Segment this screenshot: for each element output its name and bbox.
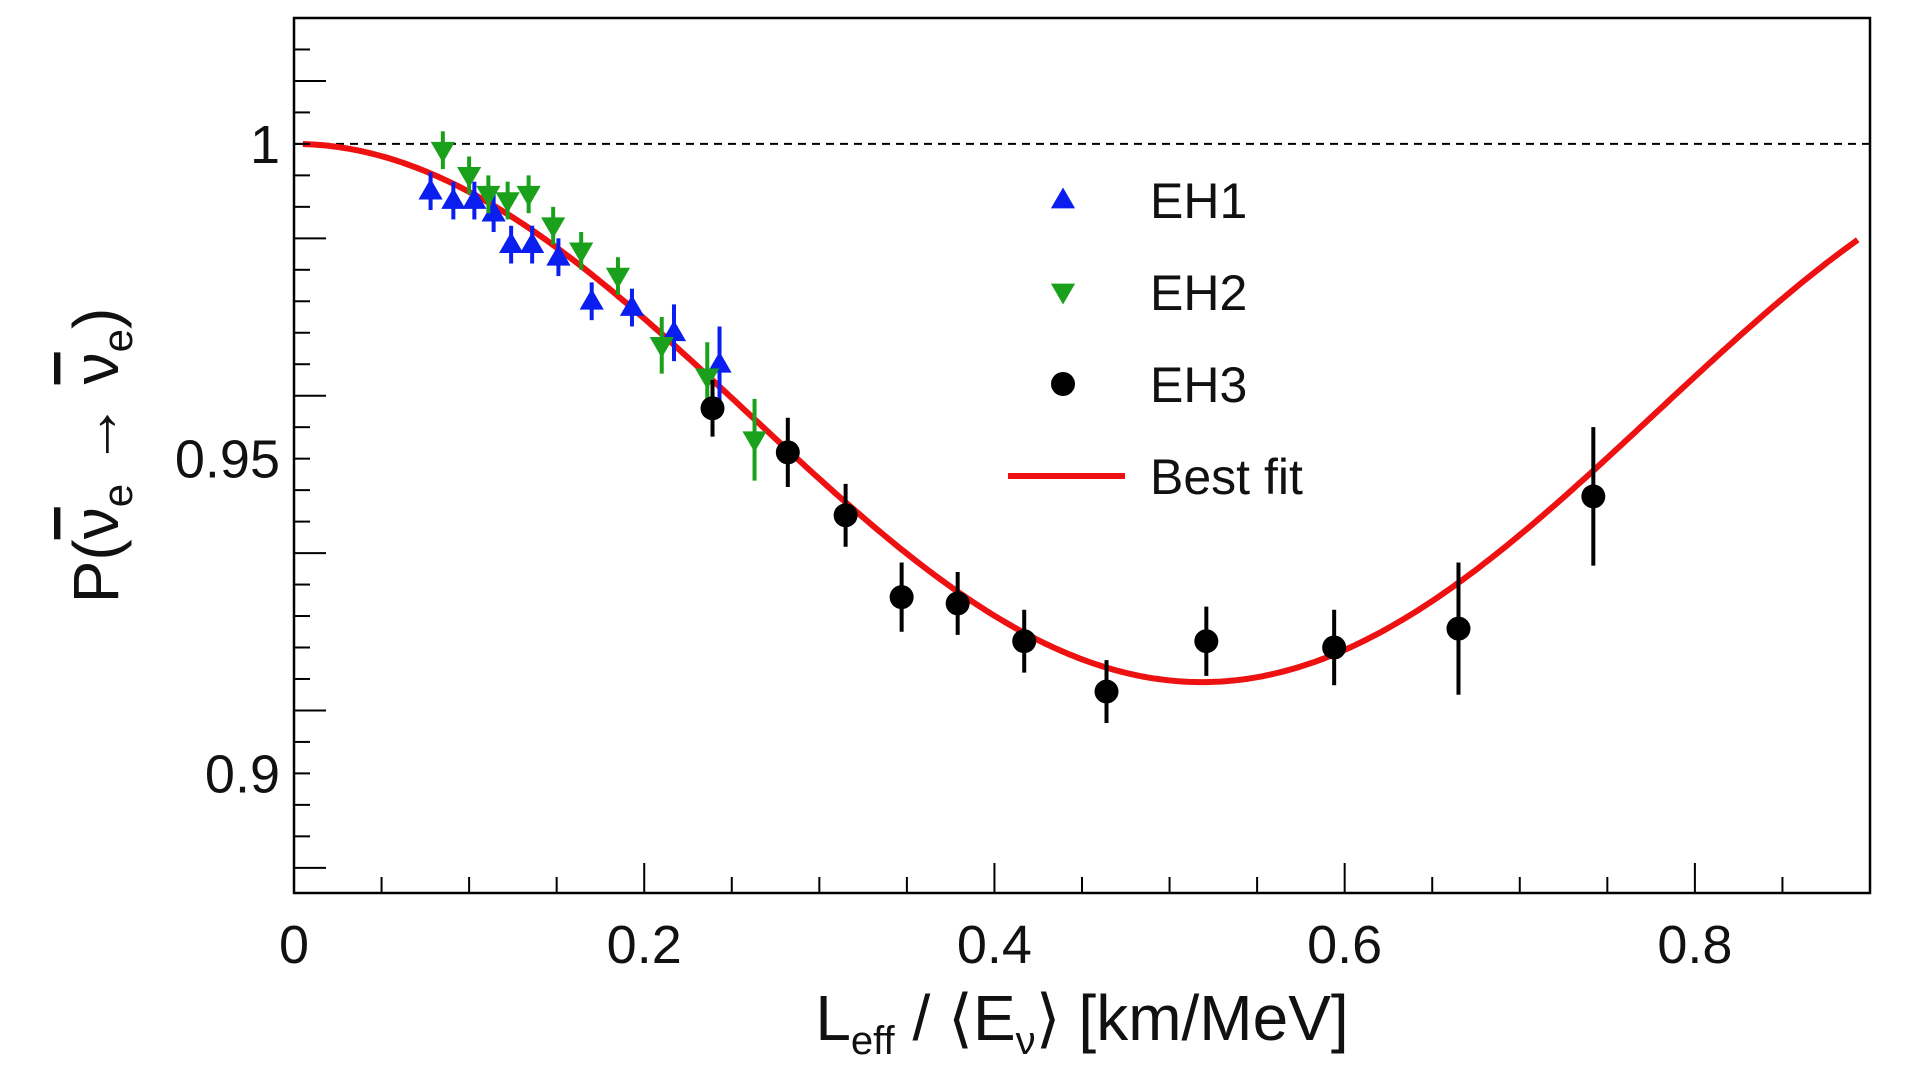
y-title-nu: ν xyxy=(60,507,132,539)
eh1-point xyxy=(441,188,466,209)
legend-label-eh2: EH2 xyxy=(1150,265,1247,321)
legend-marker-eh1 xyxy=(1050,187,1076,209)
y-title-e2: e xyxy=(94,329,141,352)
y-tick-label: 0.9 xyxy=(205,744,280,804)
eh2-point xyxy=(605,267,631,289)
eh2-point xyxy=(541,217,566,239)
legend: EH1 EH2 EH3 Best fit xyxy=(1008,173,1303,505)
x-tick-label: 0 xyxy=(279,915,309,975)
eh1-point xyxy=(546,244,571,266)
eh2-point xyxy=(495,192,520,214)
eh3-point xyxy=(833,503,858,528)
eh2-point xyxy=(695,368,720,390)
eh3-point xyxy=(1581,484,1606,509)
eh3-point xyxy=(1194,629,1219,654)
eh2-point xyxy=(742,431,767,453)
y-title-nu2: ν xyxy=(60,352,132,384)
legend-marker-eh3 xyxy=(1051,372,1075,396)
y-title-lead: P( xyxy=(60,539,132,603)
eh2-point xyxy=(430,141,455,163)
legend-label-eh1: EH1 xyxy=(1150,173,1247,229)
legend-label-best-fit: Best fit xyxy=(1150,449,1303,505)
eh3-point xyxy=(1012,629,1037,654)
x-tick-label: 0.6 xyxy=(1307,915,1382,975)
eh3-point xyxy=(1322,635,1347,660)
eh1-point xyxy=(520,232,545,253)
x-axis-title: Leff / ⟨Eν⟩ [km/MeV] xyxy=(815,982,1348,1063)
eh1-point xyxy=(418,178,443,200)
y-axis-title: P(νe → νe) xyxy=(60,308,141,604)
y-title-text: P(νe → νe) xyxy=(60,308,141,604)
axis-ticks: 0 0.2 0.4 0.6 0.8 0.9 0.95 1 xyxy=(175,17,1871,975)
legend-label-eh3: EH3 xyxy=(1150,357,1247,413)
x-title-sub2: ν xyxy=(1016,1019,1036,1063)
eh2-point xyxy=(476,185,501,207)
x-title-main: L xyxy=(815,982,851,1054)
y-title-e: e xyxy=(94,484,141,507)
legend-marker-eh2 xyxy=(1050,283,1076,305)
eh1-point xyxy=(579,288,604,310)
data-points-layer xyxy=(418,131,1606,724)
eh3-point xyxy=(700,396,725,421)
y-title-arrow: → xyxy=(60,384,132,484)
eh2-point xyxy=(569,242,594,264)
eh3-point xyxy=(889,585,914,610)
eh3-point xyxy=(1094,679,1119,704)
x-tick-label: 0.2 xyxy=(607,915,682,975)
y-tick-label: 0.95 xyxy=(175,430,280,490)
y-tick-label: 1 xyxy=(250,115,280,175)
eh1-point xyxy=(481,200,506,222)
eh1-point xyxy=(619,295,645,316)
eh3-point xyxy=(1446,616,1471,641)
eh3-point xyxy=(775,440,800,465)
eh1-point xyxy=(707,351,732,373)
x-title-tail: ⟩ [km/MeV] xyxy=(1036,982,1349,1054)
x-title-mid: / ⟨E xyxy=(895,982,1016,1054)
x-tick-label: 0.4 xyxy=(957,915,1032,975)
eh1-point xyxy=(499,232,524,253)
x-tick-label: 0.8 xyxy=(1657,915,1732,975)
eh2-point xyxy=(516,185,541,207)
eh2-point xyxy=(457,167,482,188)
x-title-sub: eff xyxy=(851,1019,896,1063)
eh1-series xyxy=(418,172,732,402)
eh2-series xyxy=(430,131,767,481)
eh3-point xyxy=(945,591,970,616)
eh1-point xyxy=(661,320,687,342)
y-title-close: ) xyxy=(60,308,132,329)
eh1-point xyxy=(462,188,487,209)
eh3-series xyxy=(700,379,1606,724)
eh2-point xyxy=(649,336,674,358)
